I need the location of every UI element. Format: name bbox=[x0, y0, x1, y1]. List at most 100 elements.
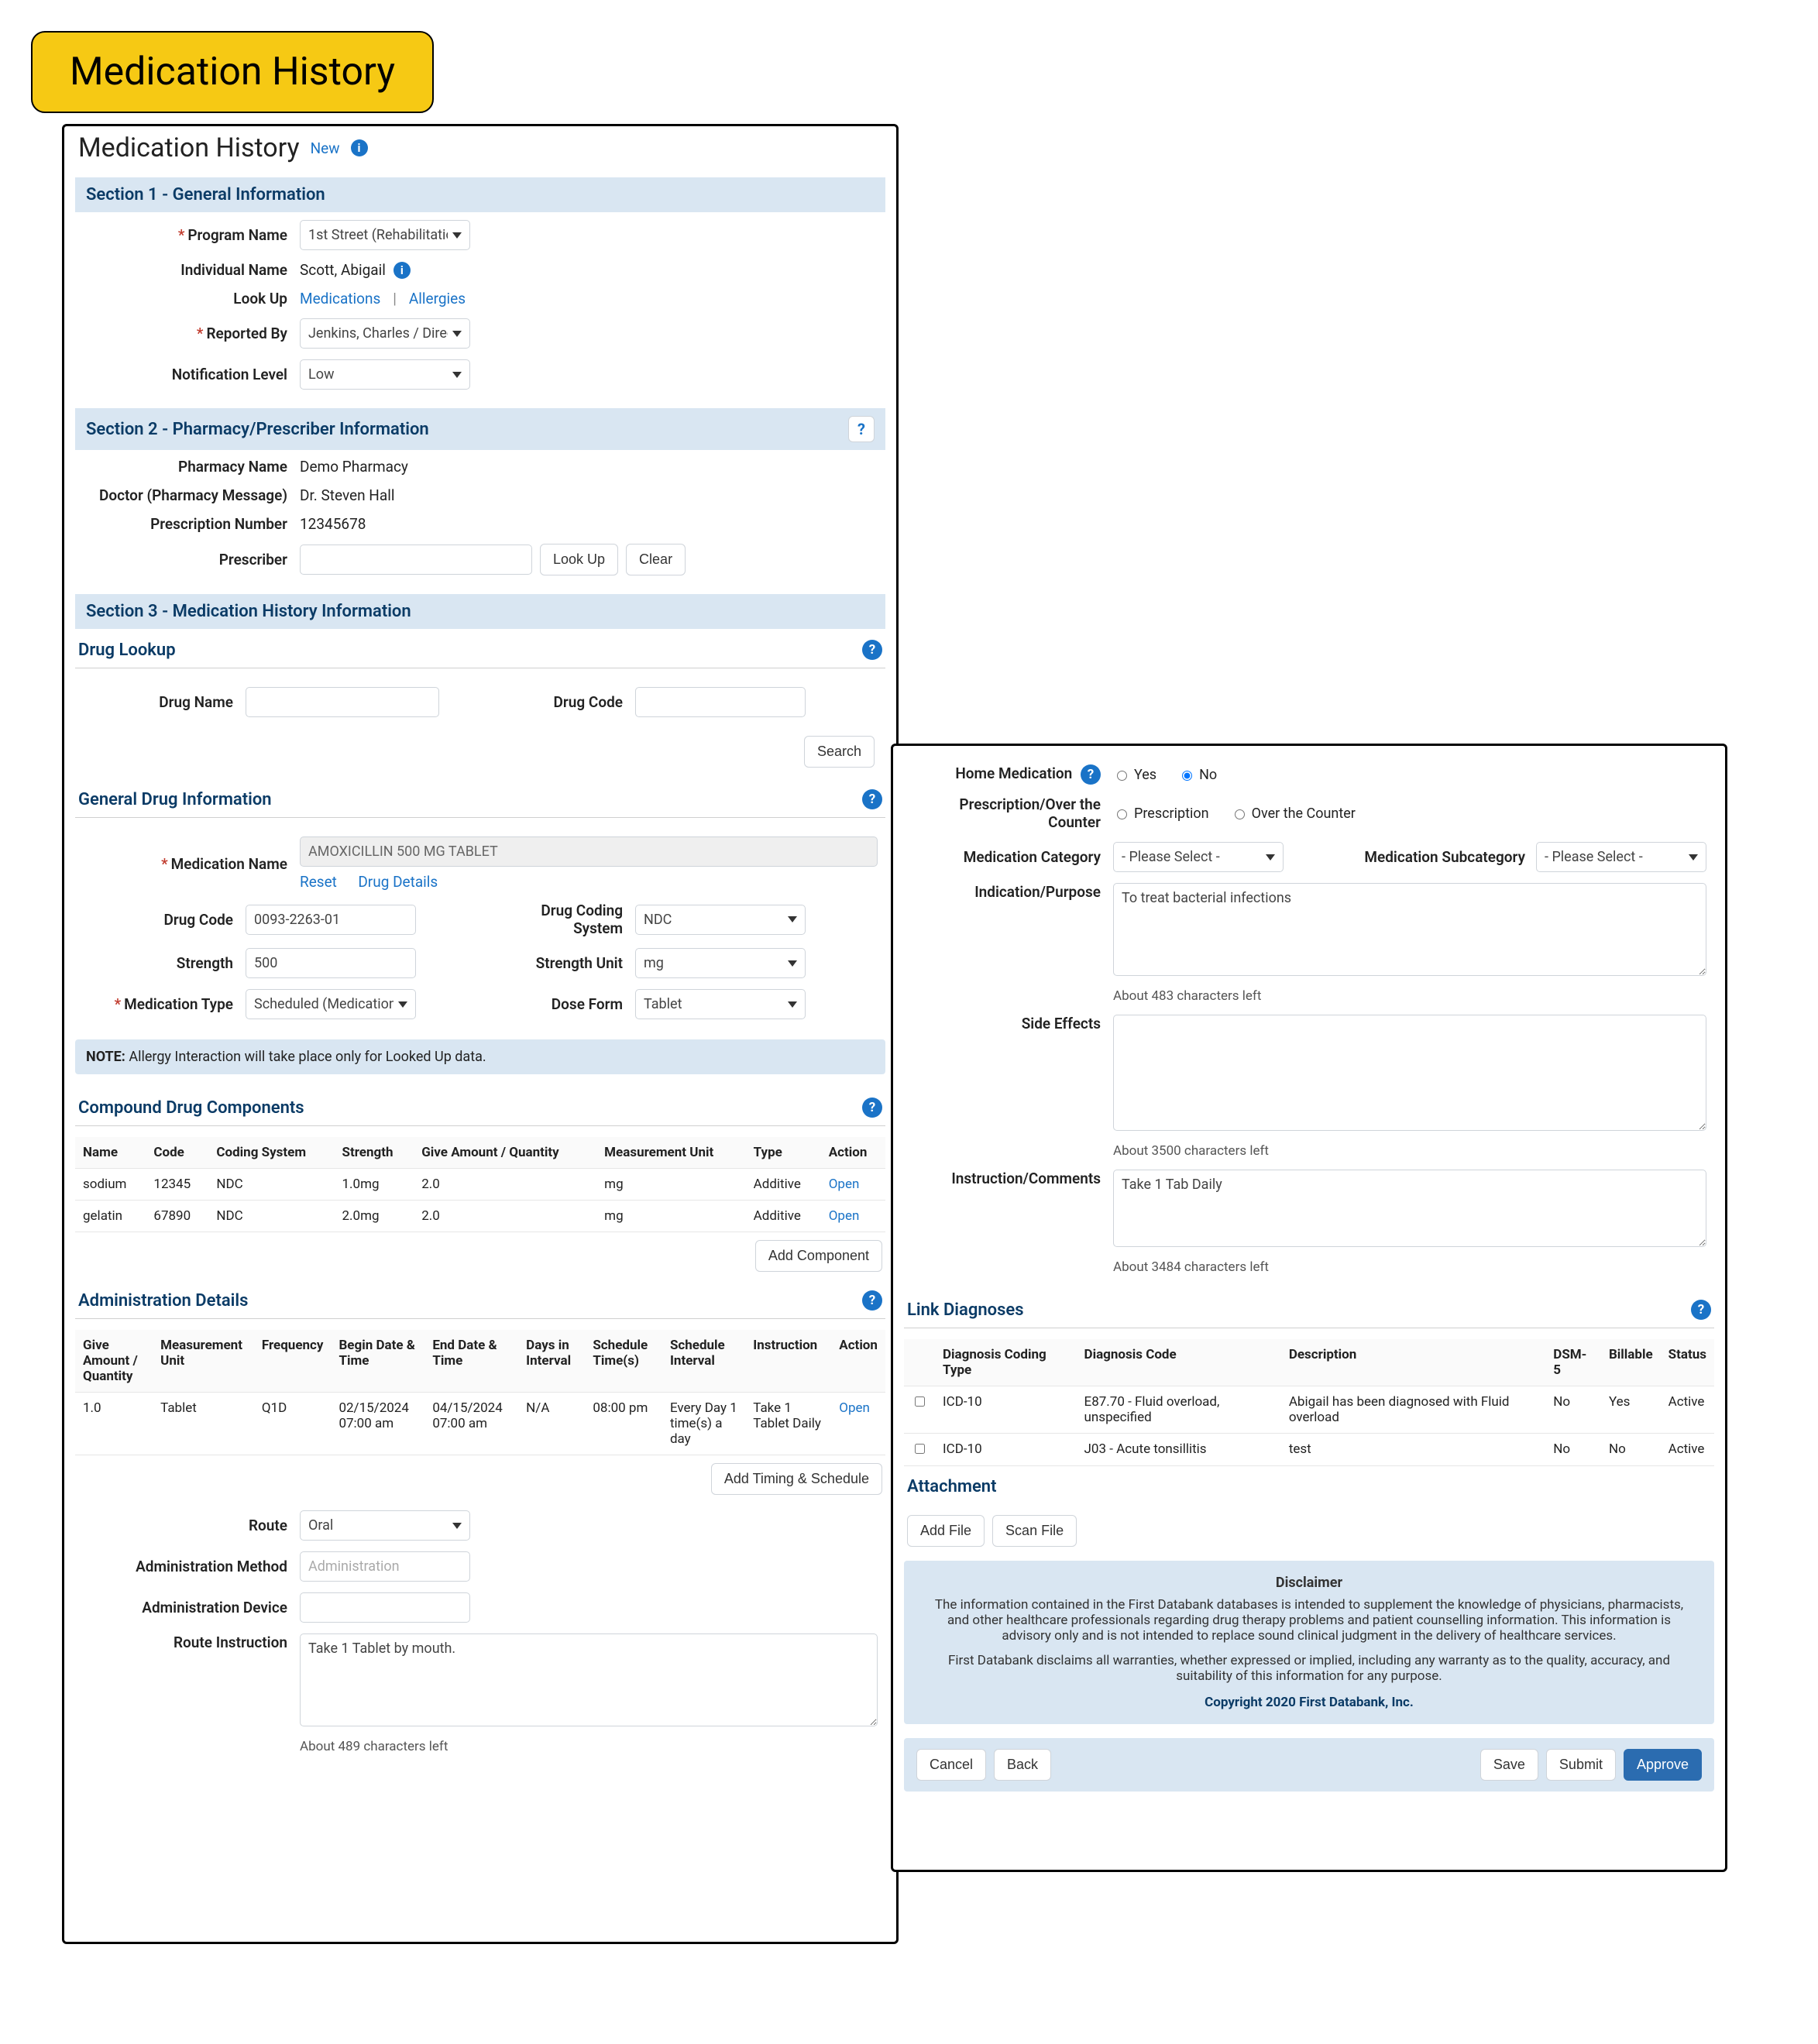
compound-cell: sodium bbox=[75, 1169, 146, 1201]
dx-cell: test bbox=[1281, 1434, 1545, 1466]
medication-type-select[interactable]: Scheduled (Medication) bbox=[246, 989, 416, 1019]
back-button[interactable]: Back bbox=[994, 1749, 1051, 1781]
drug-name-input[interactable] bbox=[246, 687, 439, 717]
admin-col-7: Schedule Interval bbox=[662, 1330, 745, 1393]
allergy-note: NOTE: Allergy Interaction will take plac… bbox=[75, 1039, 885, 1074]
strength-input[interactable] bbox=[246, 948, 416, 978]
new-link[interactable]: New bbox=[311, 139, 340, 157]
admin-details-title: Administration Details bbox=[78, 1291, 248, 1311]
prescriber-clear-button[interactable]: Clear bbox=[626, 544, 686, 575]
submit-button[interactable]: Submit bbox=[1546, 1749, 1616, 1781]
program-name-select[interactable]: 1st Street (Rehabilitation C bbox=[300, 220, 470, 250]
link-dx-help-icon[interactable]: ? bbox=[1691, 1300, 1711, 1320]
compound-cell: gelatin bbox=[75, 1201, 146, 1232]
side-effects-textarea[interactable] bbox=[1113, 1015, 1706, 1131]
individual-info-icon[interactable]: i bbox=[393, 262, 411, 279]
notification-level-select[interactable]: Low bbox=[300, 359, 470, 390]
compound-cell: NDC bbox=[208, 1169, 334, 1201]
compound-col-type: Type bbox=[746, 1137, 821, 1169]
prescriber-input[interactable] bbox=[300, 544, 532, 575]
drug-search-button[interactable]: Search bbox=[804, 736, 875, 768]
drug-code-input[interactable] bbox=[635, 687, 806, 717]
admin-open-link[interactable]: Open bbox=[839, 1400, 870, 1416]
drug-lookup-help-icon[interactable]: ? bbox=[862, 640, 882, 660]
side-effects-label: Side Effects bbox=[1022, 1015, 1101, 1032]
individual-name-value: Scott, Abigail bbox=[300, 261, 386, 279]
dx-col-check bbox=[904, 1339, 935, 1386]
info-icon[interactable]: i bbox=[351, 139, 368, 156]
cancel-button[interactable]: Cancel bbox=[916, 1749, 986, 1781]
lookup-label: Look Up bbox=[233, 290, 287, 307]
section3-header: Section 3 - Medication History Informati… bbox=[75, 594, 885, 629]
section2-help-icon[interactable]: ? bbox=[848, 416, 875, 442]
dx-cell: Abigail has been diagnosed with Fluid ov… bbox=[1281, 1386, 1545, 1434]
scan-file-button[interactable]: Scan File bbox=[992, 1515, 1077, 1547]
drug-details-link[interactable]: Drug Details bbox=[358, 873, 438, 891]
attachment-title: Attachment bbox=[907, 1477, 996, 1496]
gd-drug-code-input[interactable] bbox=[246, 905, 416, 935]
admin-col-2: Frequency bbox=[254, 1330, 332, 1393]
compound-row: sodium12345NDC1.0mg2.0mgAdditiveOpen bbox=[75, 1169, 885, 1201]
compound-open-link[interactable]: Open bbox=[829, 1177, 860, 1192]
admin-method-input[interactable] bbox=[300, 1551, 470, 1582]
add-timing-button[interactable]: Add Timing & Schedule bbox=[711, 1463, 882, 1495]
dose-form-label: Dose Form bbox=[552, 995, 623, 1013]
add-component-button[interactable]: Add Component bbox=[755, 1240, 882, 1272]
admin-cell: 02/15/2024 07:00 am bbox=[331, 1393, 424, 1455]
indication-textarea[interactable] bbox=[1113, 883, 1706, 976]
home-medication-help-icon[interactable]: ? bbox=[1081, 764, 1101, 785]
disclaimer-p2: First Databank disclaims all warranties,… bbox=[924, 1653, 1694, 1684]
home-med-yes[interactable]: Yes bbox=[1113, 767, 1156, 783]
indication-label: Indication/Purpose bbox=[974, 883, 1101, 901]
general-drug-help-icon[interactable]: ? bbox=[862, 789, 882, 809]
otc-radio[interactable]: Over the Counter bbox=[1231, 806, 1356, 822]
dose-form-select[interactable]: Tablet bbox=[635, 989, 806, 1019]
dx-col-type: Diagnosis Coding Type bbox=[935, 1339, 1077, 1386]
dx-row-checkbox[interactable] bbox=[915, 1444, 925, 1454]
admin-cell: Tablet bbox=[153, 1393, 254, 1455]
approve-button[interactable]: Approve bbox=[1624, 1749, 1702, 1781]
compound-cell: mg bbox=[596, 1169, 745, 1201]
medication-name-label: Medication Name bbox=[171, 855, 287, 873]
admin-cell: Every Day 1 time(s) a day bbox=[662, 1393, 745, 1455]
lookup-medications-link[interactable]: Medications bbox=[300, 290, 380, 307]
section1-header: Section 1 - General Information bbox=[75, 177, 885, 212]
rx-radio[interactable]: Prescription bbox=[1113, 806, 1209, 822]
reset-link[interactable]: Reset bbox=[300, 873, 337, 891]
admin-details-help-icon[interactable]: ? bbox=[862, 1290, 882, 1311]
dx-row-checkbox[interactable] bbox=[915, 1396, 925, 1407]
medication-type-label: Medication Type bbox=[124, 995, 233, 1013]
coding-system-select[interactable]: NDC bbox=[635, 905, 806, 935]
section2-title: Section 2 - Pharmacy/Prescriber Informat… bbox=[86, 420, 429, 439]
compound-row: gelatin67890NDC2.0mg2.0mgAdditiveOpen bbox=[75, 1201, 885, 1232]
prescriber-lookup-button[interactable]: Look Up bbox=[540, 544, 618, 575]
section2-header: Section 2 - Pharmacy/Prescriber Informat… bbox=[75, 408, 885, 450]
program-name-label: Program Name bbox=[187, 226, 287, 244]
instruction-textarea[interactable] bbox=[1113, 1170, 1706, 1247]
general-drug-title: General Drug Information bbox=[78, 790, 272, 809]
save-button[interactable]: Save bbox=[1480, 1749, 1538, 1781]
instruction-helper: About 3484 characters left bbox=[1113, 1259, 1706, 1275]
med-category-select[interactable]: - Please Select - bbox=[1113, 842, 1284, 872]
admin-col-8: Instruction bbox=[745, 1330, 831, 1393]
strength-label: Strength bbox=[177, 954, 233, 972]
admin-device-input[interactable] bbox=[300, 1592, 470, 1623]
strength-unit-select[interactable]: mg bbox=[635, 948, 806, 978]
dx-row: ICD-10E87.70 - Fluid overload, unspecifi… bbox=[904, 1386, 1714, 1434]
route-instruction-textarea[interactable] bbox=[300, 1633, 878, 1726]
dx-cell: ICD-10 bbox=[935, 1386, 1077, 1434]
route-select[interactable]: Oral bbox=[300, 1510, 470, 1541]
compound-cell: NDC bbox=[208, 1201, 334, 1232]
compound-col-unit: Measurement Unit bbox=[596, 1137, 745, 1169]
compound-cell: 2.0mg bbox=[334, 1201, 414, 1232]
compound-open-link[interactable]: Open bbox=[829, 1208, 860, 1224]
dx-cell: J03 - Acute tonsillitis bbox=[1077, 1434, 1281, 1466]
home-med-no[interactable]: No bbox=[1178, 767, 1217, 783]
compound-help-icon[interactable]: ? bbox=[862, 1098, 882, 1118]
indication-helper: About 483 characters left bbox=[1113, 988, 1706, 1004]
lookup-allergies-link[interactable]: Allergies bbox=[409, 290, 466, 307]
add-file-button[interactable]: Add File bbox=[907, 1515, 985, 1547]
med-subcategory-select[interactable]: - Please Select - bbox=[1536, 842, 1706, 872]
reported-by-select[interactable]: Jenkins, Charles / Direct S bbox=[300, 318, 470, 349]
compound-cell: mg bbox=[596, 1201, 745, 1232]
